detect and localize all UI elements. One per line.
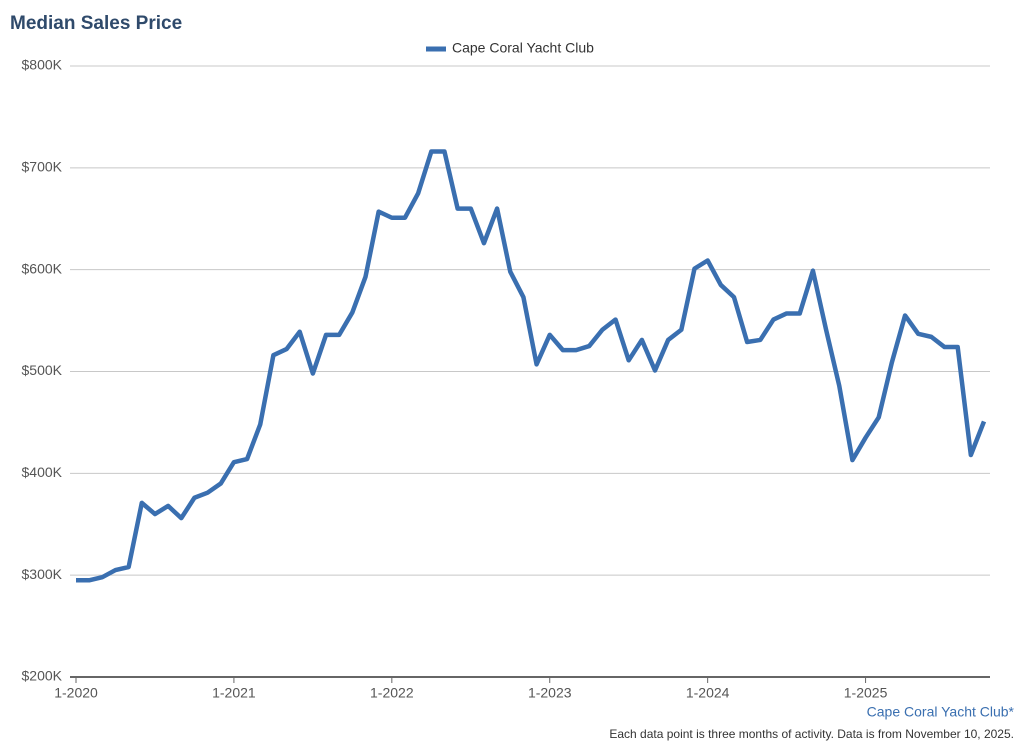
x-tick-label: 1-2020	[54, 685, 98, 701]
source-label: Cape Coral Yacht Club*	[867, 704, 1015, 720]
y-tick-label: $200K	[22, 668, 63, 684]
x-tick-label: 1-2021	[212, 685, 256, 701]
x-tick-label: 1-2022	[370, 685, 414, 701]
data-line	[76, 149, 987, 583]
legend-label: Cape Coral Yacht Club	[452, 40, 594, 56]
y-tick-label: $600K	[22, 260, 63, 276]
y-tick-label: $400K	[22, 464, 63, 480]
x-tick-label: 1-2023	[528, 685, 572, 701]
y-tick-label: $800K	[22, 57, 63, 73]
chart-title: Median Sales Price	[10, 13, 182, 34]
x-tick-label: 1-2024	[686, 685, 730, 701]
y-tick-label: $500K	[22, 362, 63, 378]
footnote: Each data point is three months of activ…	[609, 727, 1014, 741]
y-tick-label: $300K	[22, 566, 63, 582]
y-tick-label: $700K	[22, 159, 63, 175]
x-tick-label: 1-2025	[844, 685, 888, 701]
